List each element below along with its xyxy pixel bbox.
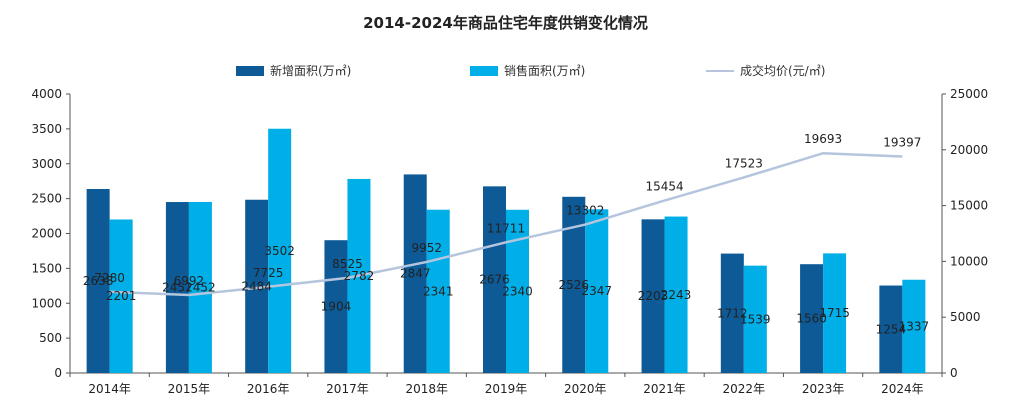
- data-label-new-supply: 1712: [717, 306, 748, 320]
- y-right-tick-label: 25000: [950, 87, 988, 101]
- data-label-price: 19397: [883, 136, 921, 150]
- legend-swatch-new-supply: [236, 65, 264, 76]
- bar-new-supply: [86, 188, 110, 373]
- bar-new-supply: [483, 186, 506, 373]
- bar-new-supply: [641, 219, 665, 373]
- data-label-sales: 2341: [423, 284, 454, 298]
- y-right-tick-label: 20000: [950, 143, 988, 157]
- x-tick-label: 2023年: [802, 382, 845, 396]
- bar-sales: [506, 209, 529, 373]
- y-left-tick-label: 2000: [31, 227, 62, 241]
- legend-swatch-price: [706, 69, 734, 72]
- data-label-new-supply: 2847: [400, 267, 431, 281]
- x-tick-label: 2021年: [643, 382, 686, 396]
- data-label-new-supply: 2526: [558, 278, 589, 292]
- y-left-tick-label: 0: [54, 366, 62, 380]
- legend-item-sales: 销售面积(万㎡): [470, 62, 585, 79]
- legend-label-new-supply: 新增面积(万㎡): [270, 64, 352, 78]
- data-label-new-supply: 2638: [83, 274, 114, 288]
- data-label-sales: 2340: [502, 284, 533, 298]
- x-tick-label: 2018年: [405, 382, 448, 396]
- data-label-new-supply: 1560: [796, 312, 827, 326]
- data-label-price: 7725: [253, 266, 284, 280]
- bar-sales: [743, 265, 767, 373]
- price-line: [109, 151, 903, 297]
- x-tick-label: 2020年: [564, 382, 607, 396]
- bar-new-supply: [403, 174, 427, 373]
- bar-new-supply: [720, 253, 744, 373]
- y-left-tick-label: 1000: [31, 296, 62, 310]
- data-label-sales: 2201: [106, 289, 137, 303]
- bar-sales: [109, 219, 133, 373]
- bar-sales: [902, 279, 926, 373]
- data-label-price: 6992: [174, 274, 205, 288]
- bar-new-supply: [800, 264, 824, 373]
- legend-item-new-supply: 新增面积(万㎡): [236, 62, 351, 79]
- data-label-price: 17523: [725, 156, 763, 170]
- bar-sales: [823, 253, 847, 373]
- data-label-new-supply: 2484: [241, 279, 272, 293]
- legend-swatch-sales: [470, 65, 498, 76]
- legend-label-price: 成交均价(元/㎡): [740, 64, 826, 78]
- data-label-price: 8525: [332, 257, 363, 271]
- data-label-new-supply: 1904: [321, 300, 352, 314]
- data-label-price: 7280: [94, 271, 125, 285]
- data-label-sales: 2452: [185, 280, 216, 294]
- x-tick-label: 2014年: [88, 382, 131, 396]
- y-left-tick-label: 3000: [31, 157, 62, 171]
- bar-new-supply: [245, 199, 269, 373]
- data-label-price: 9952: [411, 241, 442, 255]
- legend-label-sales: 销售面积(万㎡): [504, 64, 586, 78]
- bar-sales: [664, 216, 688, 373]
- bar-sales: [268, 128, 292, 373]
- chart-title: 2014-2024年商品住宅年度供销变化情况: [363, 14, 648, 32]
- y-left-tick-label: 500: [39, 331, 62, 345]
- data-label-sales: 2782: [344, 269, 375, 283]
- y-left-tick-label: 4000: [31, 87, 62, 101]
- data-label-price: 15454: [645, 180, 683, 194]
- x-tick-label: 2015年: [168, 382, 211, 396]
- bar-new-supply: [165, 202, 189, 373]
- x-tick-label: 2024年: [881, 382, 924, 396]
- bar-sales: [188, 201, 212, 373]
- y-left-tick-label: 2500: [31, 192, 62, 206]
- bar-new-supply: [562, 196, 586, 373]
- data-label-new-supply: 1254: [876, 322, 907, 336]
- data-label-new-supply: 2676: [479, 273, 510, 287]
- data-label-price: 11711: [487, 221, 525, 235]
- x-tick-label: 2019年: [485, 382, 528, 396]
- data-label-sales: 1337: [899, 319, 930, 333]
- data-label-sales: 2347: [581, 284, 612, 298]
- y-left-tick-label: 3500: [31, 122, 62, 136]
- data-label-sales: 3502: [264, 244, 295, 258]
- bar-sales: [585, 209, 609, 373]
- bar-new-supply: [879, 285, 903, 373]
- data-label-sales: 1539: [740, 312, 771, 326]
- y-left-tick-label: 1500: [31, 261, 62, 275]
- y-right-tick-label: 5000: [950, 310, 981, 324]
- x-tick-label: 2017年: [326, 382, 369, 396]
- y-right-tick-label: 0: [950, 366, 958, 380]
- data-label-new-supply: 2451: [162, 281, 193, 295]
- data-label-sales: 2243: [661, 288, 692, 302]
- legend-item-price: 成交均价(元/㎡): [706, 62, 825, 79]
- x-tick-label: 2022年: [723, 382, 766, 396]
- x-tick-label: 2016年: [247, 382, 290, 396]
- data-label-new-supply: 2203: [638, 289, 669, 303]
- y-right-tick-label: 15000: [950, 199, 988, 213]
- data-label-price: 13302: [566, 204, 604, 218]
- bar-sales: [426, 209, 450, 373]
- data-label-price: 19693: [804, 132, 842, 146]
- bar-new-supply: [324, 240, 348, 373]
- y-right-tick-label: 10000: [950, 254, 988, 268]
- data-label-sales: 1715: [819, 306, 850, 320]
